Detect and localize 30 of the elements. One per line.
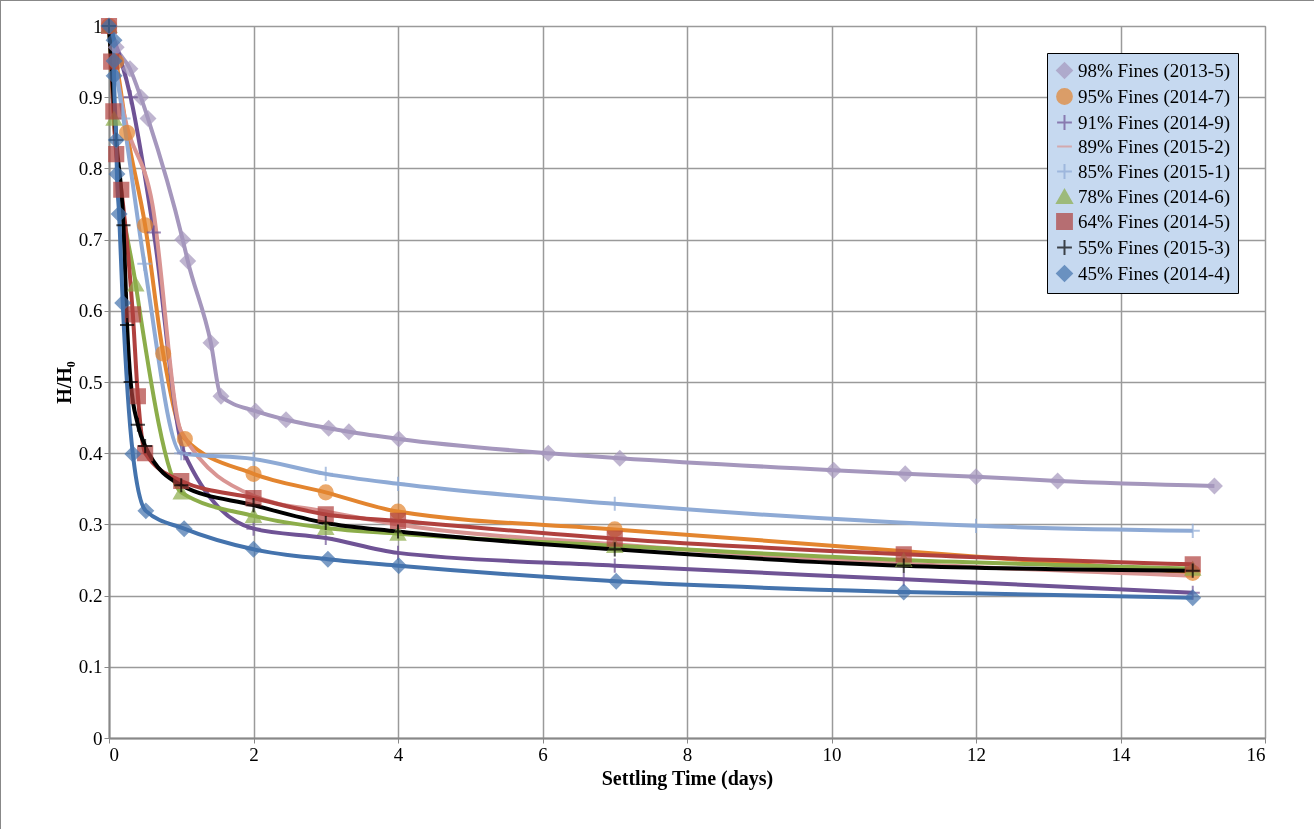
legend-label: 64% Fines (2014-5)	[1078, 210, 1230, 233]
x-tick-label: 16	[1246, 743, 1266, 765]
legend-label: 45% Fines (2014-4)	[1078, 262, 1230, 285]
y-tick-label: 0.4	[78, 442, 103, 464]
legend-label: 95% Fines (2014-7)	[1078, 85, 1230, 108]
x-tick-label: 6	[538, 743, 548, 765]
y-tick-label: 0.2	[78, 585, 103, 607]
x-tick-label: 2	[249, 743, 259, 765]
x-tick-label: 10	[822, 743, 842, 765]
x-axis-title: Settling Time (days)	[601, 766, 774, 790]
y-tick-label: 0.6	[78, 300, 103, 322]
x-tick-label: 8	[682, 743, 693, 765]
legend-label: 98% Fines (2013-5)	[1078, 59, 1230, 82]
y-tick-label: 0	[93, 727, 103, 749]
y-tick-label: 0.1	[78, 656, 103, 678]
y-tick-label: 0.5	[78, 371, 103, 393]
y-axis-title: H/H₀	[52, 361, 75, 404]
x-tick-label: 14	[1111, 743, 1131, 765]
y-tick-label: 0.3	[78, 513, 103, 535]
legend-label: 91% Fines (2014-9)	[1078, 111, 1230, 134]
y-tick-label: 0.9	[78, 86, 103, 108]
x-tick-label: 4	[393, 743, 404, 765]
x-tick-label: 12	[967, 743, 986, 765]
y-tick-label: 0.8	[78, 157, 103, 179]
legend-label: 55% Fines (2015-3)	[1078, 236, 1230, 259]
legend-label: 89% Fines (2015-2)	[1078, 135, 1230, 158]
legend-label: 78% Fines (2014-6)	[1078, 185, 1230, 208]
x-tick-label: 0	[109, 743, 119, 765]
legend-label: 85% Fines (2015-1)	[1078, 160, 1230, 183]
y-tick-label: 0.7	[78, 229, 103, 251]
